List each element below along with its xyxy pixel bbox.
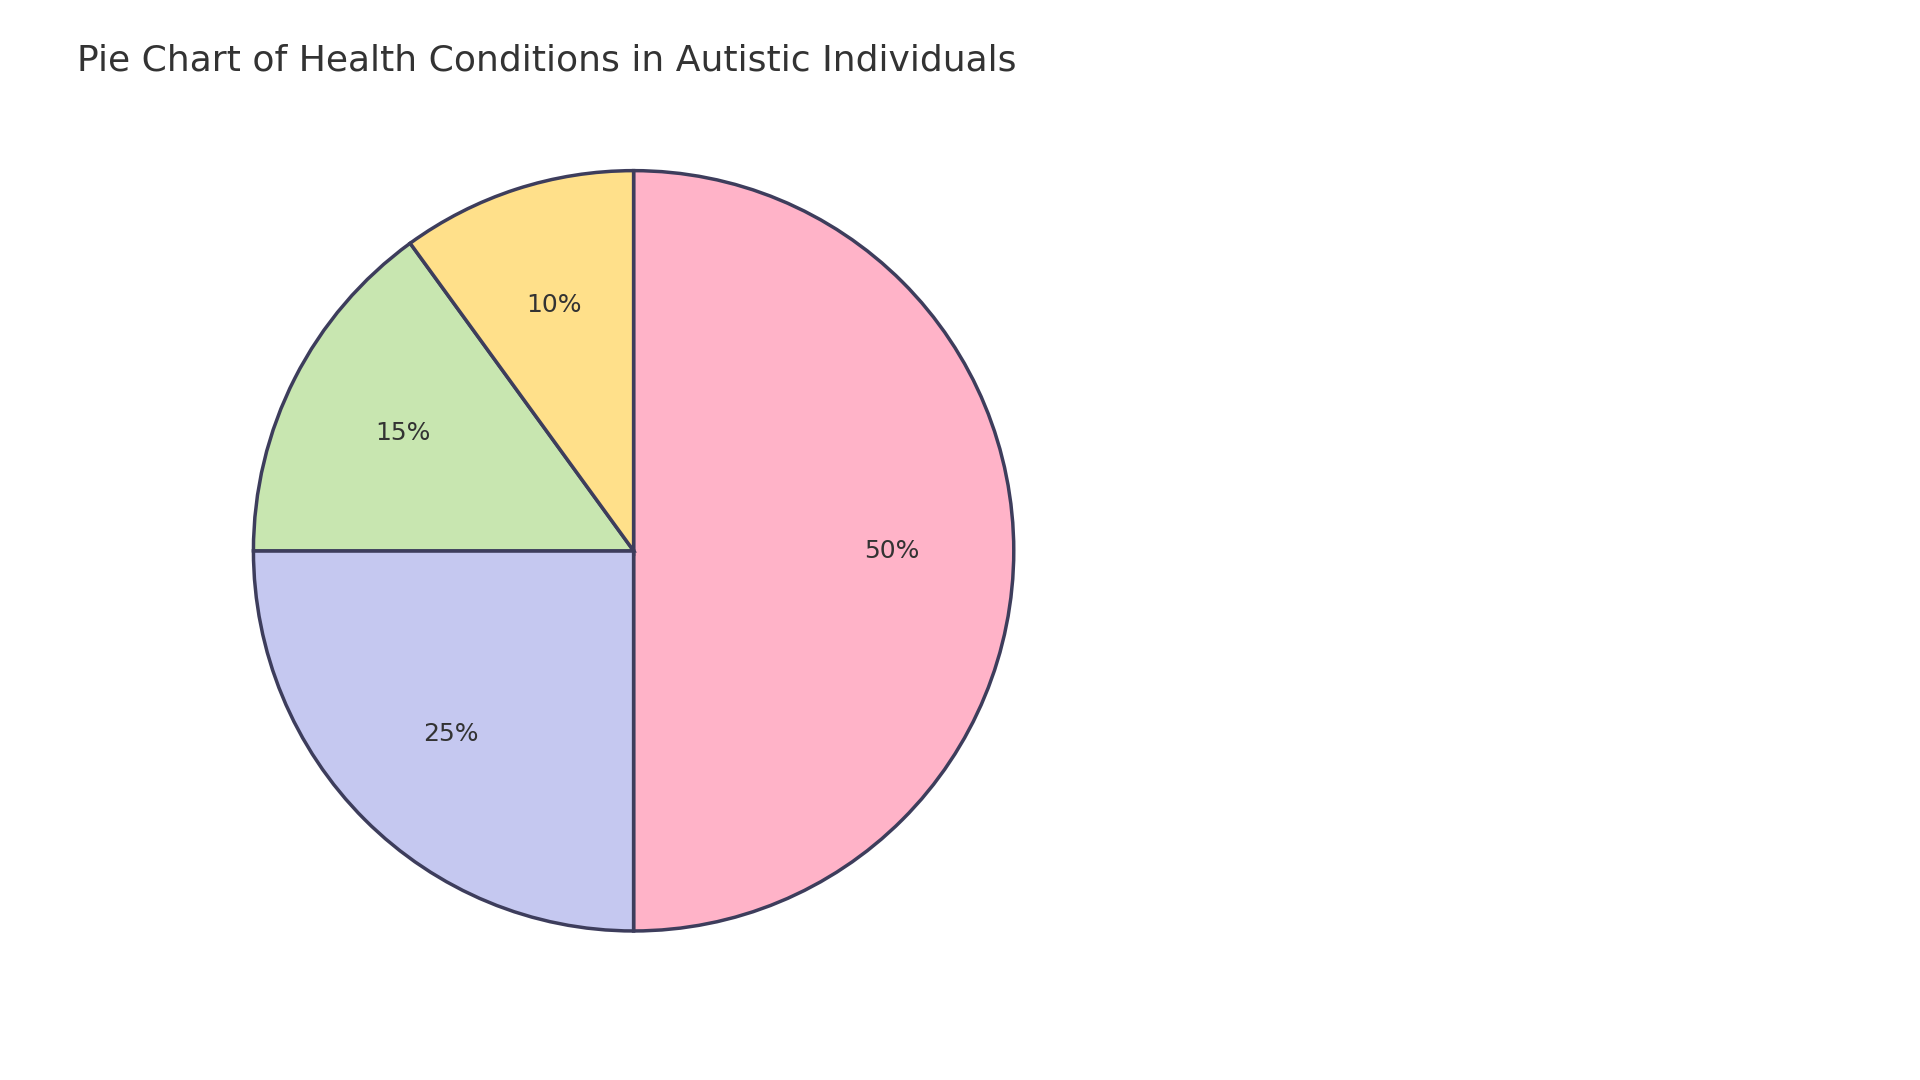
- Text: 25%: 25%: [422, 721, 478, 745]
- Wedge shape: [253, 551, 634, 931]
- Text: 10%: 10%: [526, 293, 582, 316]
- Text: Pie Chart of Health Conditions in Autistic Individuals: Pie Chart of Health Conditions in Autist…: [77, 43, 1016, 77]
- Wedge shape: [253, 243, 634, 551]
- Legend: Other, Neurological Causes, Cancers, Suicide: Other, Neurological Causes, Cancers, Sui…: [1202, 407, 1571, 673]
- Wedge shape: [411, 171, 634, 551]
- Wedge shape: [634, 171, 1014, 931]
- Text: 50%: 50%: [864, 539, 920, 563]
- Text: 15%: 15%: [376, 421, 430, 445]
